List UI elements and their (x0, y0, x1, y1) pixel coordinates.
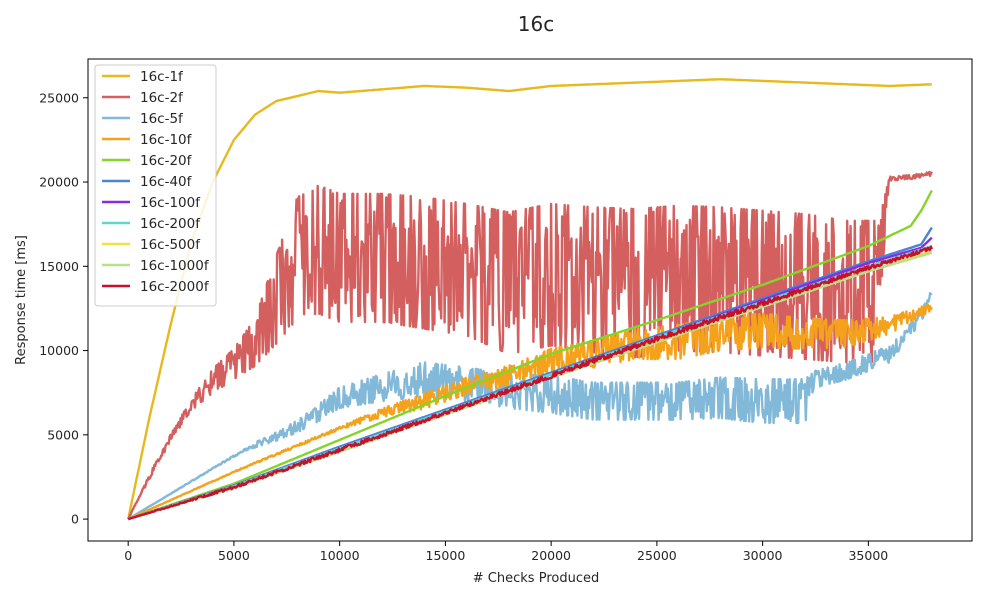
plot-frame (87, 58, 973, 542)
x-tick-label: 0 (124, 548, 132, 563)
y-axis-label: Response time [ms] (14, 235, 29, 365)
x-axis: 0 5000 10000 15000 20000 25000 30000 35000 (124, 541, 888, 563)
series-line-16c-2000f (127, 245, 933, 521)
chart-title: 16c (518, 12, 554, 36)
x-tick-label: 20000 (531, 548, 571, 563)
legend-label-16c-1000f: 16c-1000f (140, 258, 210, 274)
legend-label-16c-1f: 16c-1f (140, 69, 184, 85)
legend-label-16c-200f: 16c-200f (140, 216, 201, 232)
legend: 16c-1f 16c-2f 16c-5f 16c-10f 16c-20f 16c-40f 1… (94, 64, 217, 307)
y-axis: 0 5000 10000 15000 20000 25000 (39, 90, 88, 527)
x-tick-label: 25000 (637, 548, 677, 563)
x-tick-label: 5000 (218, 548, 250, 563)
series-line-16c-1f (127, 78, 932, 520)
series-line-16c-2f (127, 170, 933, 520)
y-tick-label: 10000 (39, 343, 79, 358)
y-tick-label: 15000 (39, 259, 79, 274)
legend-label-16c-40f: 16c-40f (140, 174, 193, 190)
x-tick-label: 30000 (743, 548, 783, 563)
series-line-16c-5f (127, 292, 933, 521)
y-tick-label: 20000 (39, 175, 79, 190)
series-line-16c-10f (127, 303, 933, 521)
legend-box (94, 64, 217, 307)
x-axis-label: # Checks Produced (473, 571, 599, 586)
y-tick-label: 0 (71, 512, 79, 527)
x-tick-label: 35000 (848, 548, 888, 563)
series-line-16c-20f (127, 189, 933, 521)
x-tick-label: 15000 (426, 548, 466, 563)
x-tick-label: 10000 (320, 548, 360, 563)
legend-label-16c-20f: 16c-20f (140, 153, 193, 169)
legend-label-16c-2f: 16c-2f (140, 90, 184, 106)
legend-label-16c-500f: 16c-500f (140, 237, 201, 253)
y-tick-label: 25000 (39, 90, 79, 105)
legend-label-16c-100f: 16c-100f (140, 195, 201, 211)
y-tick-label: 5000 (47, 427, 79, 442)
legend-label-16c-2000f: 16c-2000f (140, 279, 210, 295)
legend-label-16c-5f: 16c-5f (140, 111, 184, 127)
plot-lines (127, 78, 933, 521)
legend-label-16c-10f: 16c-10f (140, 132, 193, 148)
